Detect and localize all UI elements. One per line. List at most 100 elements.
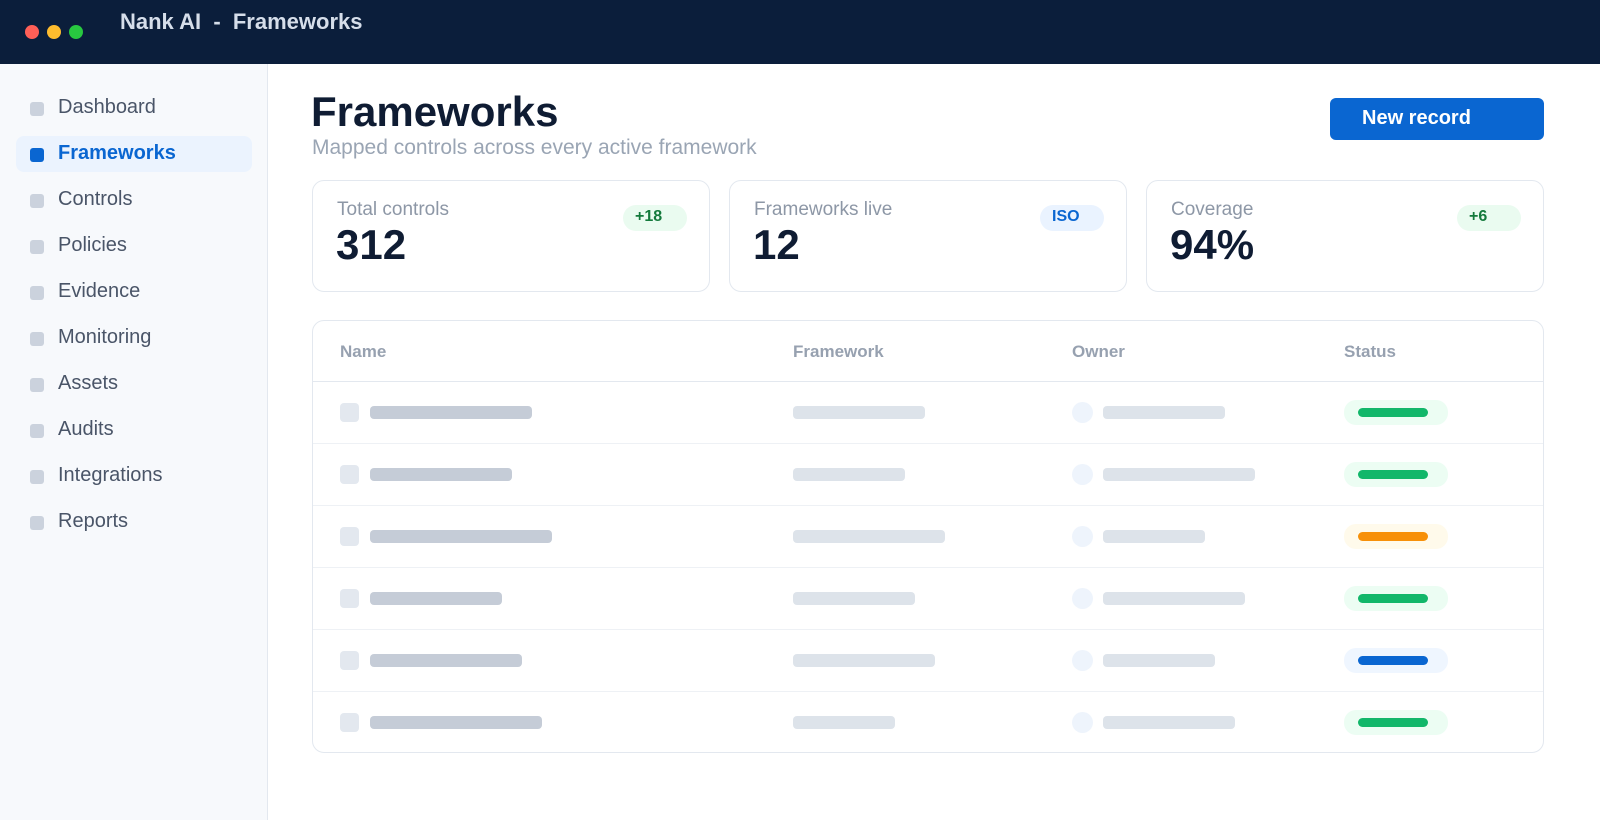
table-row[interactable] (313, 568, 1543, 630)
status-indicator (1358, 594, 1428, 603)
frameworks-icon (30, 148, 44, 162)
row-checkbox[interactable] (340, 589, 359, 608)
table-row[interactable] (313, 382, 1543, 444)
framework-placeholder (793, 716, 895, 729)
sidebar-item-audits[interactable]: Audits (16, 412, 252, 448)
status-badge (1344, 524, 1448, 549)
status-indicator (1358, 470, 1428, 479)
sidebar-item-label: Audits (58, 418, 114, 440)
column-header-status[interactable]: Status (1344, 342, 1396, 361)
row-checkbox[interactable] (340, 527, 359, 546)
integrations-icon (30, 470, 44, 484)
status-badge (1344, 586, 1448, 611)
table-row[interactable] (313, 692, 1543, 752)
name-placeholder (370, 530, 552, 543)
table-row[interactable] (313, 506, 1543, 568)
reports-icon (30, 516, 44, 530)
owner-placeholder (1103, 654, 1215, 667)
framework-placeholder (793, 654, 935, 667)
stat-value: 12 (753, 221, 800, 268)
maximize-window-button[interactable] (69, 25, 83, 39)
column-header-owner[interactable]: Owner (1072, 342, 1125, 361)
controls-icon (30, 194, 44, 208)
name-placeholder (370, 592, 502, 605)
owner-avatar (1072, 650, 1093, 671)
stat-badge: +6 (1457, 205, 1521, 231)
stat-value: 94% (1170, 221, 1255, 268)
page-subtitle: Mapped controls across every active fram… (312, 136, 757, 159)
name-placeholder (370, 406, 532, 419)
sidebar: Dashboard Frameworks Controls Policies E… (0, 64, 268, 820)
stat-value: 312 (336, 221, 407, 268)
sidebar-item-frameworks[interactable]: Frameworks (16, 136, 252, 172)
close-window-button[interactable] (25, 25, 39, 39)
column-header-framework[interactable]: Framework (793, 342, 884, 361)
sidebar-item-controls[interactable]: Controls (16, 182, 252, 218)
owner-placeholder (1103, 468, 1255, 481)
owner-avatar (1072, 712, 1093, 733)
status-indicator (1358, 718, 1428, 727)
status-indicator (1358, 656, 1428, 665)
row-checkbox[interactable] (340, 651, 359, 670)
stat-card-coverage: Coverage 94% +6 (1146, 180, 1544, 292)
sidebar-item-monitoring[interactable]: Monitoring (16, 320, 252, 356)
status-badge (1344, 400, 1448, 425)
framework-placeholder (793, 406, 925, 419)
sidebar-item-label: Policies (58, 234, 127, 256)
owner-avatar (1072, 402, 1093, 423)
framework-placeholder (793, 530, 945, 543)
table-row[interactable] (313, 444, 1543, 506)
frameworks-table: Name Framework Owner Status (312, 320, 1544, 753)
stat-card-total-controls: Total controls 312 +18 (312, 180, 710, 292)
owner-placeholder (1103, 530, 1205, 543)
row-checkbox[interactable] (340, 713, 359, 732)
sidebar-item-label: Evidence (58, 280, 141, 302)
sidebar-item-label: Reports (58, 510, 129, 532)
sidebar-item-label: Assets (58, 372, 119, 394)
sidebar-item-dashboard[interactable]: Dashboard (16, 90, 252, 126)
new-record-button[interactable]: New record (1330, 98, 1544, 140)
stat-badge: ISO (1040, 205, 1104, 231)
header-divider (313, 381, 1543, 382)
dashboard-icon (30, 102, 44, 116)
owner-avatar (1072, 588, 1093, 609)
row-checkbox[interactable] (340, 403, 359, 422)
framework-placeholder (793, 592, 915, 605)
sidebar-item-label: Frameworks (58, 142, 176, 164)
policies-icon (30, 240, 44, 254)
sidebar-item-policies[interactable]: Policies (16, 228, 252, 264)
minimize-window-button[interactable] (47, 25, 61, 39)
title-bar: Nank AI - Frameworks (0, 0, 1600, 64)
sidebar-item-integrations[interactable]: Integrations (16, 458, 252, 494)
sidebar-item-label: Monitoring (58, 326, 152, 348)
assets-icon (30, 378, 44, 392)
table-row[interactable] (313, 630, 1543, 692)
owner-placeholder (1103, 406, 1225, 419)
window-title: Nank AI - Frameworks (120, 9, 363, 34)
stat-label: Coverage (1171, 199, 1254, 220)
sidebar-item-evidence[interactable]: Evidence (16, 274, 252, 310)
status-badge (1344, 462, 1448, 487)
stat-label: Frameworks live (754, 199, 893, 220)
status-indicator (1358, 532, 1428, 541)
owner-avatar (1072, 526, 1093, 547)
row-checkbox[interactable] (340, 465, 359, 484)
sidebar-item-reports[interactable]: Reports (16, 504, 252, 540)
name-placeholder (370, 468, 512, 481)
page-title: Frameworks (311, 88, 559, 135)
column-header-name[interactable]: Name (340, 342, 387, 361)
status-badge (1344, 648, 1448, 673)
owner-avatar (1072, 464, 1093, 485)
sidebar-item-label: Dashboard (58, 96, 156, 118)
owner-placeholder (1103, 716, 1235, 729)
status-badge (1344, 710, 1448, 735)
status-indicator (1358, 408, 1428, 417)
name-placeholder (370, 716, 542, 729)
sidebar-item-assets[interactable]: Assets (16, 366, 252, 402)
new-record-button-label: New record (1362, 107, 1471, 129)
monitoring-icon (30, 332, 44, 346)
stat-badge: +18 (623, 205, 687, 231)
owner-placeholder (1103, 592, 1245, 605)
evidence-icon (30, 286, 44, 300)
framework-placeholder (793, 468, 905, 481)
